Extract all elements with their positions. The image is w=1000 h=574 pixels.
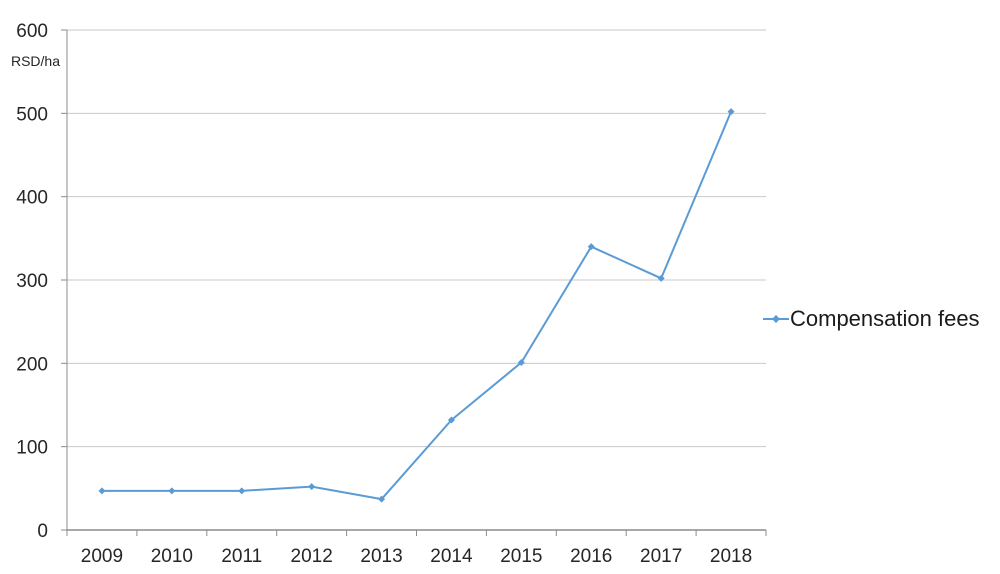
y-tick-label: 200	[16, 354, 48, 375]
x-tick-label: 2010	[151, 546, 193, 567]
data-point-marker	[587, 243, 595, 251]
x-tick-label: 2017	[640, 546, 682, 567]
data-point-marker	[657, 274, 665, 282]
data-point-marker	[168, 487, 176, 495]
y-tick-label: 300	[16, 271, 48, 292]
data-point-marker	[447, 416, 455, 424]
data-point-marker	[517, 359, 525, 366]
data-point-marker	[98, 487, 106, 495]
legend: Compensation fees	[763, 305, 980, 333]
x-tick-label: 2018	[710, 546, 752, 567]
x-tick-label: 2011	[221, 546, 262, 567]
x-tick-label: 2009	[81, 546, 123, 567]
legend-line-marker-icon	[763, 315, 789, 323]
legend-label: Compensation fees	[790, 306, 980, 331]
data-series-line	[100, 110, 733, 501]
y-tick-label: 400	[16, 188, 48, 209]
data-point-marker	[238, 487, 246, 495]
data-point-marker	[378, 495, 386, 503]
x-tick-label: 2015	[500, 546, 542, 567]
data-point-marker	[308, 483, 316, 491]
x-tick-label: 2013	[360, 546, 402, 567]
y-axis-unit-label: RSD/ha	[10, 53, 60, 69]
x-tick-label: 2014	[430, 546, 473, 567]
x-tick-label: 2016	[570, 546, 612, 567]
y-tick-label: 600	[16, 21, 48, 42]
x-tick-label: 2012	[291, 546, 333, 567]
y-tick-label: 500	[16, 104, 48, 125]
y-tick-label: 0	[37, 521, 48, 542]
data-point-marker	[727, 108, 735, 116]
y-tick-label: 100	[16, 438, 48, 459]
